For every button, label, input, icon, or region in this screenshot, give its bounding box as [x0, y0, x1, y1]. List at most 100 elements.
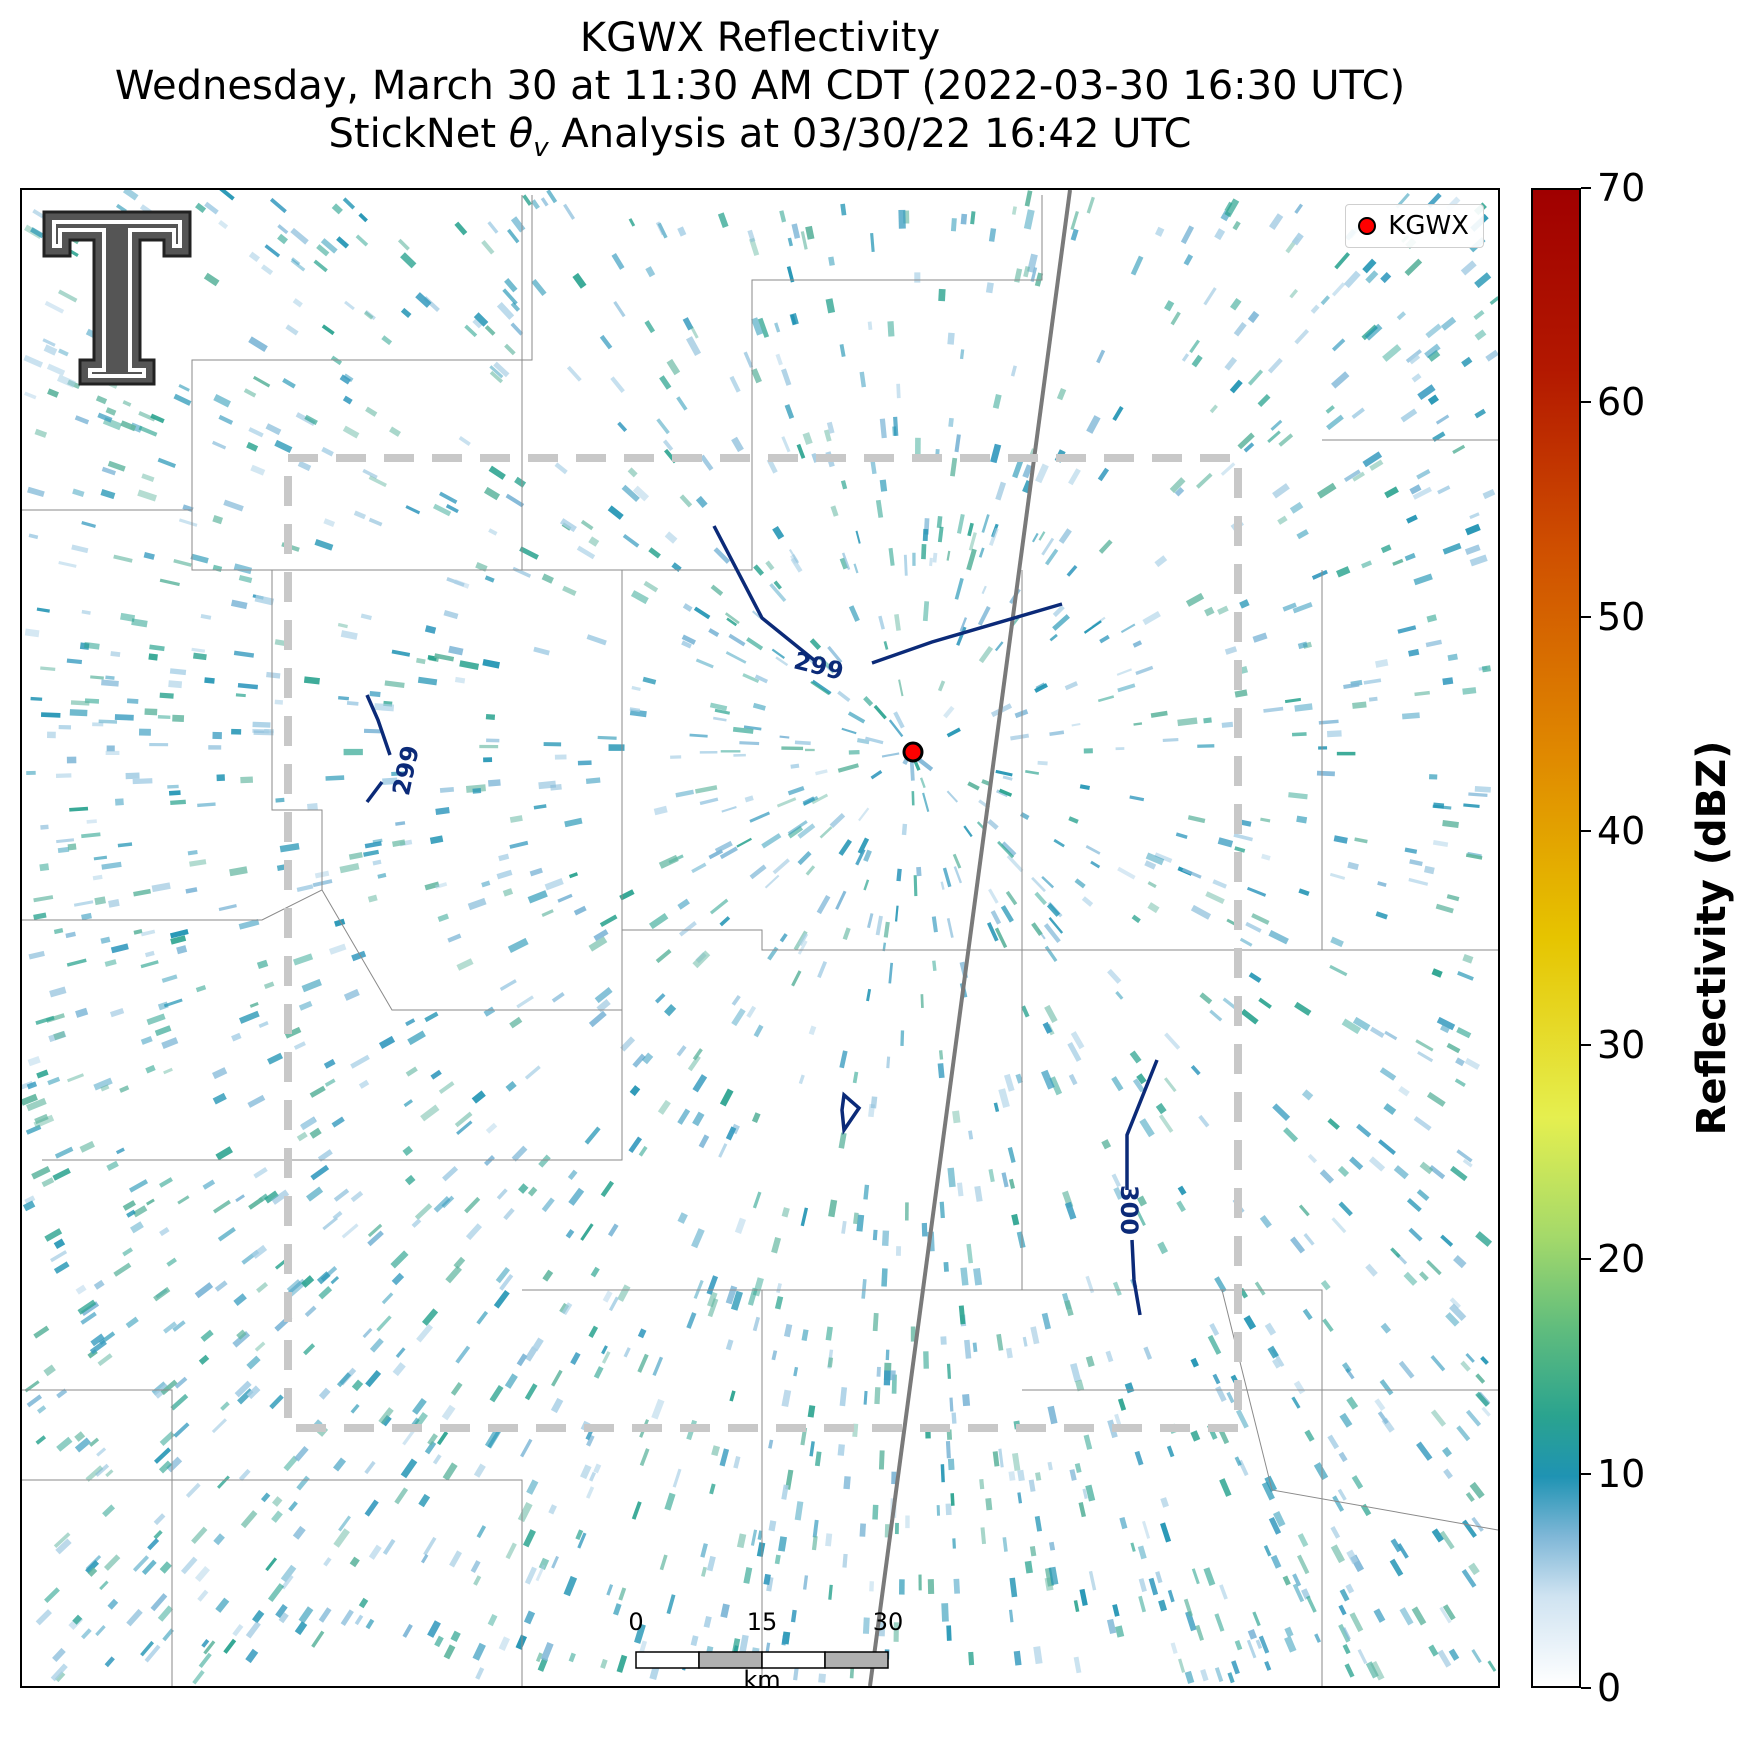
reflectivity-gate — [651, 1398, 665, 1420]
reflectivity-gate — [1284, 1626, 1294, 1638]
reflectivity-gate — [541, 573, 554, 584]
reflectivity-gate — [719, 1448, 730, 1467]
reflectivity-gate — [311, 1630, 325, 1648]
reflectivity-gate — [93, 1279, 105, 1290]
reflectivity-gate — [554, 754, 567, 760]
reflectivity-gate — [412, 1397, 427, 1415]
reflectivity-gate — [1403, 1271, 1418, 1286]
reflectivity-gate — [537, 1657, 548, 1672]
reflectivity-gate — [1301, 1089, 1314, 1101]
reflectivity-gate — [294, 1446, 309, 1462]
reflectivity-gate — [1115, 1625, 1125, 1638]
reflectivity-gate — [296, 1475, 310, 1491]
reflectivity-gate — [1184, 1670, 1195, 1684]
reflectivity-gate — [1134, 1450, 1144, 1466]
reflectivity-gate — [1380, 272, 1392, 284]
reflectivity-gate — [424, 881, 440, 891]
reflectivity-gate — [1214, 1276, 1227, 1293]
reflectivity-gate — [157, 1001, 169, 1011]
reflectivity-gate — [342, 395, 353, 405]
reflectivity-gate — [883, 641, 889, 650]
reflectivity-gate — [937, 526, 944, 543]
reflectivity-gate — [1446, 894, 1460, 902]
reflectivity-gate — [979, 1479, 985, 1490]
reflectivity-gate — [562, 585, 577, 596]
reflectivity-gate — [746, 637, 764, 651]
reflectivity-gate — [1461, 1569, 1477, 1588]
reflectivity-gate — [420, 1104, 440, 1122]
reflectivity-gate — [414, 1203, 433, 1221]
reflectivity-gate — [1199, 992, 1213, 1005]
reflectivity-gate — [443, 610, 459, 620]
reflectivity-gate — [1254, 1281, 1266, 1296]
reflectivity-gate — [432, 503, 452, 517]
reflectivity-gate — [1449, 1303, 1467, 1321]
reflectivity-gate — [1224, 646, 1238, 655]
reflectivity-gate — [487, 221, 499, 234]
reflectivity-gate — [298, 1606, 314, 1624]
reflectivity-gate — [637, 1328, 647, 1339]
reflectivity-gate — [987, 819, 999, 830]
reflectivity-gate — [98, 719, 118, 724]
reflectivity-gate — [507, 937, 529, 953]
reflectivity-gate — [817, 655, 836, 673]
reflectivity-gate — [713, 547, 731, 564]
reflectivity-gate — [454, 221, 468, 236]
reflectivity-gate — [233, 1293, 247, 1307]
reflectivity-gate — [338, 1515, 351, 1532]
reflectivity-gate — [585, 777, 601, 784]
reflectivity-gate — [511, 1145, 528, 1162]
reflectivity-gate — [988, 1168, 995, 1183]
reflectivity-gate — [843, 1476, 851, 1490]
radar-map[interactable]: 299 299 300 KGWX 0 15 30 km — [20, 188, 1500, 1688]
reflectivity-gate — [888, 719, 904, 738]
reflectivity-gate — [316, 244, 330, 257]
reflectivity-gate — [527, 1186, 538, 1197]
university-logo — [42, 210, 192, 386]
reflectivity-gate — [859, 1523, 866, 1537]
reflectivity-gate — [1430, 1409, 1447, 1427]
radar-site-marker[interactable] — [902, 741, 924, 763]
reflectivity-gate — [1320, 295, 1330, 306]
reflectivity-gate — [126, 698, 139, 704]
reflectivity-gate — [956, 1182, 964, 1197]
reflectivity-gate — [85, 1560, 100, 1574]
reflectivity-gate — [1112, 1281, 1122, 1296]
reflectivity-gate — [811, 679, 832, 695]
reflectivity-gate — [368, 475, 387, 488]
reflectivity-gate — [1237, 432, 1255, 450]
reflectivity-gate — [168, 790, 181, 796]
reflectivity-gate — [1209, 1323, 1220, 1336]
reflectivity-gate — [1038, 531, 1046, 541]
reflectivity-gate — [498, 1636, 511, 1651]
legend-marker-icon — [1358, 217, 1377, 235]
reflectivity-gate — [389, 426, 401, 437]
reflectivity-gate — [443, 1644, 456, 1660]
reflectivity-gate — [498, 853, 510, 862]
reflectivity-gate — [130, 1221, 144, 1234]
reflectivity-gate — [473, 1463, 486, 1478]
reflectivity-gate — [81, 912, 92, 921]
reflectivity-gate — [1227, 1672, 1235, 1684]
reflectivity-gate — [959, 617, 968, 632]
reflectivity-gate — [66, 658, 83, 665]
reflectivity-gate — [856, 1214, 865, 1232]
reflectivity-gate — [855, 530, 861, 544]
reflectivity-gate — [220, 1401, 230, 1411]
reflectivity-gate — [974, 1185, 983, 1202]
reflectivity-gate — [204, 201, 219, 215]
reflectivity-gate — [313, 259, 328, 273]
reflectivity-gate — [852, 1071, 859, 1084]
reflectivity-gate — [215, 1597, 230, 1613]
reflectivity-gate — [1243, 442, 1255, 453]
reflectivity-gate — [921, 544, 927, 560]
reflectivity-gate — [872, 1312, 879, 1332]
reflectivity-gate — [1297, 641, 1308, 650]
reflectivity-gate — [197, 802, 216, 808]
reflectivity-gate — [1214, 228, 1226, 241]
reflectivity-gate — [331, 1116, 345, 1128]
reflectivity-gate — [96, 1447, 107, 1457]
reflectivity-gate — [264, 244, 281, 258]
reflectivity-gate — [772, 525, 785, 540]
reflectivity-gate — [588, 1010, 607, 1028]
